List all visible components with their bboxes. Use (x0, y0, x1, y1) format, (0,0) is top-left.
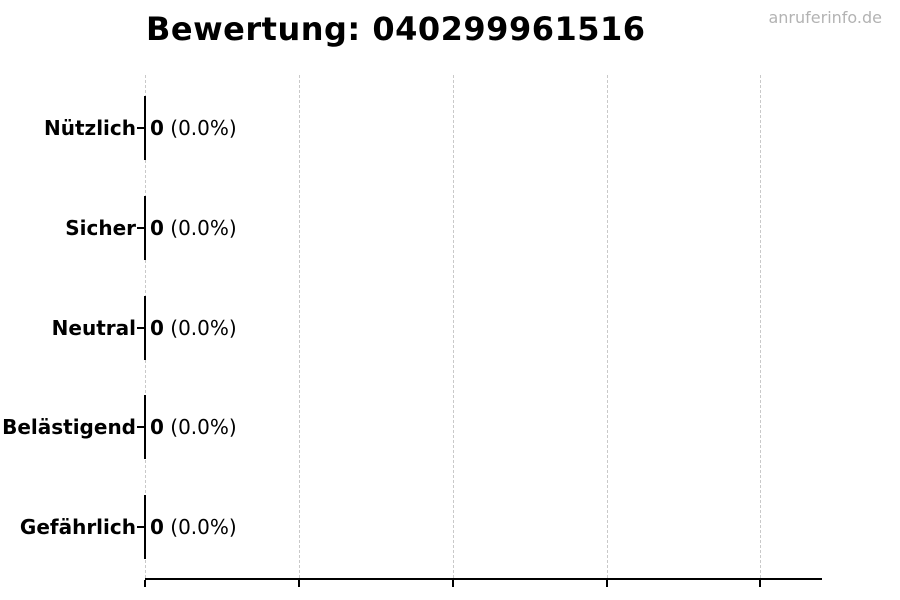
x-axis-tick (297, 580, 300, 587)
category-label: Gefährlich (19, 515, 136, 539)
y-axis-tick (137, 127, 144, 129)
chart-title: Bewertung: 040299961516 (146, 10, 646, 48)
watermark: anruferinfo.de (768, 8, 882, 27)
category-label: Neutral (51, 316, 136, 340)
x-axis-tick (451, 580, 454, 587)
value-label: 0 (0.0%) (150, 415, 237, 439)
category-label: Belästigend (2, 415, 136, 439)
gridline (298, 75, 300, 578)
bar-row: Nützlich 0 (0.0%) (0, 78, 420, 178)
bar-row: Neutral 0 (0.0%) (0, 278, 420, 378)
bar-row: Belästigend 0 (0.0%) (0, 377, 420, 477)
value-percent: (0.0%) (170, 216, 237, 240)
gridline (760, 75, 762, 578)
value-count: 0 (150, 216, 164, 240)
y-axis-tick (137, 426, 144, 428)
bar-row: Sicher 0 (0.0%) (0, 178, 420, 278)
zero-bar (144, 495, 146, 559)
value-percent: (0.0%) (170, 316, 237, 340)
zero-bar (144, 395, 146, 459)
value-count: 0 (150, 415, 164, 439)
value-percent: (0.0%) (170, 515, 237, 539)
bar-row: Gefährlich 0 (0.0%) (0, 477, 420, 577)
value-percent: (0.0%) (170, 415, 237, 439)
x-axis-tick (605, 580, 608, 587)
gridline (452, 75, 454, 578)
value-percent: (0.0%) (170, 116, 237, 140)
zero-bar (144, 296, 146, 360)
zero-bar (144, 196, 146, 260)
y-axis-tick (137, 227, 144, 229)
category-label: Sicher (65, 216, 136, 240)
gridline (606, 75, 608, 578)
category-label: Nützlich (44, 116, 136, 140)
value-label: 0 (0.0%) (150, 316, 237, 340)
x-axis-tick (144, 580, 146, 587)
value-count: 0 (150, 116, 164, 140)
zero-bar (144, 96, 146, 160)
y-axis-tick (137, 327, 144, 329)
value-label: 0 (0.0%) (150, 216, 237, 240)
y-axis-tick (137, 526, 144, 528)
x-axis-tick (759, 580, 762, 587)
value-count: 0 (150, 515, 164, 539)
value-label: 0 (0.0%) (150, 116, 237, 140)
value-label: 0 (0.0%) (150, 515, 237, 539)
value-count: 0 (150, 316, 164, 340)
